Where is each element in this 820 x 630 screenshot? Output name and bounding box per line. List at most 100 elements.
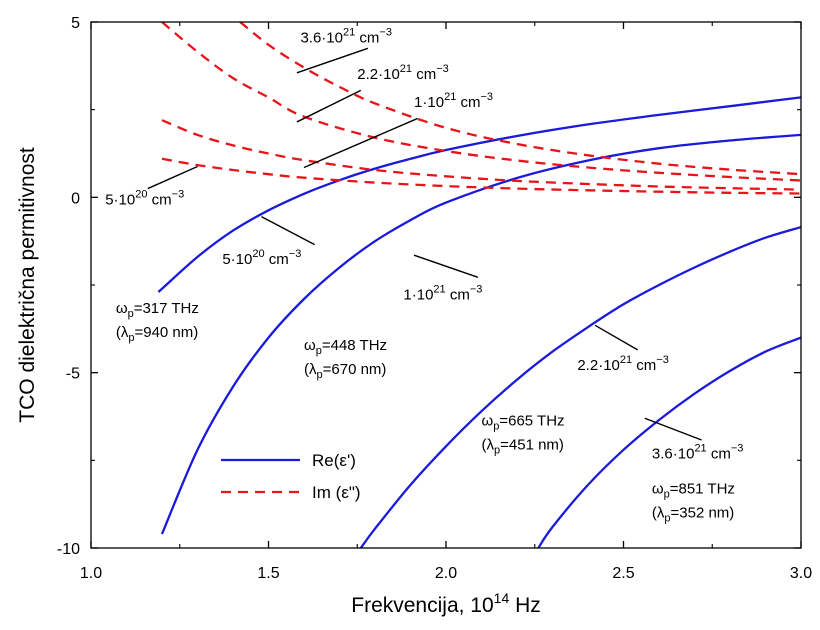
plasma-wavelength-label-2: (λp=451 nm)	[482, 436, 564, 456]
density-label-exponent: 20	[135, 188, 147, 200]
plasma-frequency-label-1: ωp=448 THz	[304, 337, 387, 357]
subscript-p: p	[317, 369, 323, 381]
plasma-wavelength-value: =940 nm)	[134, 324, 198, 341]
y-tick-label: -5	[66, 366, 80, 383]
omega-symbol: ω	[116, 300, 128, 317]
x-tick-label: 1.5	[257, 565, 279, 582]
axes-layer: 1.0 1.5 2.0 2.5 3.0 -10 -5 0 5	[57, 15, 812, 582]
density-label-im-5e20: 5·1020 cm−3	[105, 188, 184, 208]
series-im-7	[239, 22, 801, 176]
density-label-im-1e21: 1·1021 cm−3	[414, 91, 493, 111]
series-re-0	[157, 96, 801, 293]
density-label-unit-exponent: −3	[289, 248, 302, 260]
density-label-im-2p2: 2.2·1021 cm−3	[357, 63, 449, 83]
legend-re-label: Re(ε')	[312, 451, 356, 470]
density-label-base: 5·10	[105, 191, 135, 208]
density-label-unit: cm	[147, 191, 171, 208]
y-tick-label: -10	[57, 541, 80, 558]
density-label-base: 5·10	[222, 251, 252, 268]
subscript-p: p	[128, 308, 134, 320]
density-label-unit: cm	[707, 446, 731, 463]
leader-line-re-2p2	[594, 324, 639, 351]
density-label-unit-exponent: −3	[470, 284, 483, 296]
density-label-unit: cm	[265, 251, 289, 268]
density-label-base: 1·10	[414, 94, 444, 111]
x-tick-label: 2.0	[435, 565, 457, 582]
lambda-symbol: (λ	[652, 505, 665, 522]
x-axis-title-base: Frekvencija, 10	[351, 594, 493, 617]
legend-im-label: Im (ε")	[312, 483, 361, 502]
series-re-1	[160, 133, 801, 535]
density-label-exponent: 21	[433, 284, 445, 296]
plasma-frequency-value: =317 THz	[134, 300, 199, 317]
density-label-base: 3.6·10	[652, 446, 695, 463]
density-label-base: 2.2·10	[577, 357, 620, 374]
lambda-symbol: (λ	[116, 324, 129, 341]
plasma-frequency-value: =851 THz	[670, 481, 735, 498]
omega-symbol: ω	[652, 481, 664, 498]
series-re-3	[537, 336, 801, 548]
legend: Re(ε') Im (ε")	[221, 451, 361, 502]
density-label-unit-exponent: −3	[656, 354, 669, 366]
density-label-unit-exponent: −3	[481, 91, 494, 103]
plasma-frequency-label-2: ωp=665 THz	[482, 412, 565, 432]
density-label-exponent: 21	[343, 26, 355, 38]
omega-symbol: ω	[304, 337, 316, 354]
density-label-base: 3.6·10	[300, 29, 343, 46]
density-label-im-3p6: 3.6·1021 cm−3	[300, 26, 392, 46]
density-label-exponent: 21	[444, 91, 456, 103]
density-label-unit: cm	[456, 94, 480, 111]
subscript-p: p	[664, 513, 670, 525]
plasma-wavelength-value: =670 nm)	[323, 361, 387, 378]
density-label-unit: cm	[412, 66, 436, 83]
leader-line-im-2p2	[296, 89, 362, 123]
x-tick-label: 2.5	[612, 565, 634, 582]
leader-line-im-5e20	[147, 165, 198, 190]
density-label-re-2p2: 2.2·1021 cm−3	[577, 354, 669, 374]
y-axis-title: TCO dielektrična permitivnost	[16, 147, 39, 423]
y-tick-label: 0	[71, 190, 80, 207]
lambda-symbol: (λ	[482, 436, 495, 453]
plasma-frequency-label-3: ωp=851 THz	[652, 481, 735, 501]
subscript-p: p	[493, 420, 499, 432]
density-label-base: 2.2·10	[357, 66, 400, 83]
density-label-unit-exponent: −3	[172, 188, 185, 200]
series-im-5	[161, 119, 801, 191]
plasma-wavelength-label-0: (λp=940 nm)	[116, 324, 198, 344]
leader-line-re-3p6	[644, 417, 702, 441]
density-label-exponent: 21	[620, 354, 632, 366]
density-label-base: 1·10	[403, 287, 433, 304]
density-label-unit: cm	[355, 29, 379, 46]
x-axis-title-unit: Hz	[509, 594, 541, 617]
density-label-unit-exponent: −3	[436, 63, 449, 75]
series-re-2	[359, 226, 801, 548]
density-label-exponent: 21	[694, 443, 706, 455]
subscript-p: p	[128, 332, 134, 344]
y-tick-label: 5	[71, 15, 80, 32]
density-label-exponent: 21	[400, 63, 412, 75]
density-label-unit: cm	[632, 357, 656, 374]
series-im-6	[161, 22, 801, 182]
leader-line-im-1e21	[303, 117, 418, 169]
series-im-4	[161, 157, 801, 195]
plasma-frequency-value: =448 THz	[322, 337, 387, 354]
density-label-re-5e20: 5·1020 cm−3	[222, 248, 301, 268]
x-axis-title: Frekvencija, 1014 Hz	[351, 590, 540, 617]
x-axis-title-exponent: 14	[494, 590, 510, 606]
lambda-symbol: (λ	[304, 361, 317, 378]
series-layer	[157, 22, 801, 548]
subscript-p: p	[664, 489, 670, 501]
leader-line-re-5e20	[261, 216, 315, 246]
leader-line-im-3p6	[296, 47, 369, 74]
plasma-frequency-value: =665 THz	[499, 412, 564, 429]
leader-line-re-1e21	[413, 254, 479, 278]
x-tick-label: 1.0	[80, 565, 102, 582]
annotation-layer: 3.6·1021 cm−32.2·1021 cm−31·1021 cm−35·1…	[105, 26, 743, 524]
density-label-unit: cm	[446, 287, 470, 304]
subscript-p: p	[316, 345, 322, 357]
density-label-exponent: 20	[252, 248, 264, 260]
omega-symbol: ω	[482, 412, 494, 429]
density-label-unit-exponent: −3	[379, 26, 392, 38]
plasma-wavelength-label-1: (λp=670 nm)	[304, 361, 386, 381]
x-tick-label: 3.0	[790, 565, 812, 582]
